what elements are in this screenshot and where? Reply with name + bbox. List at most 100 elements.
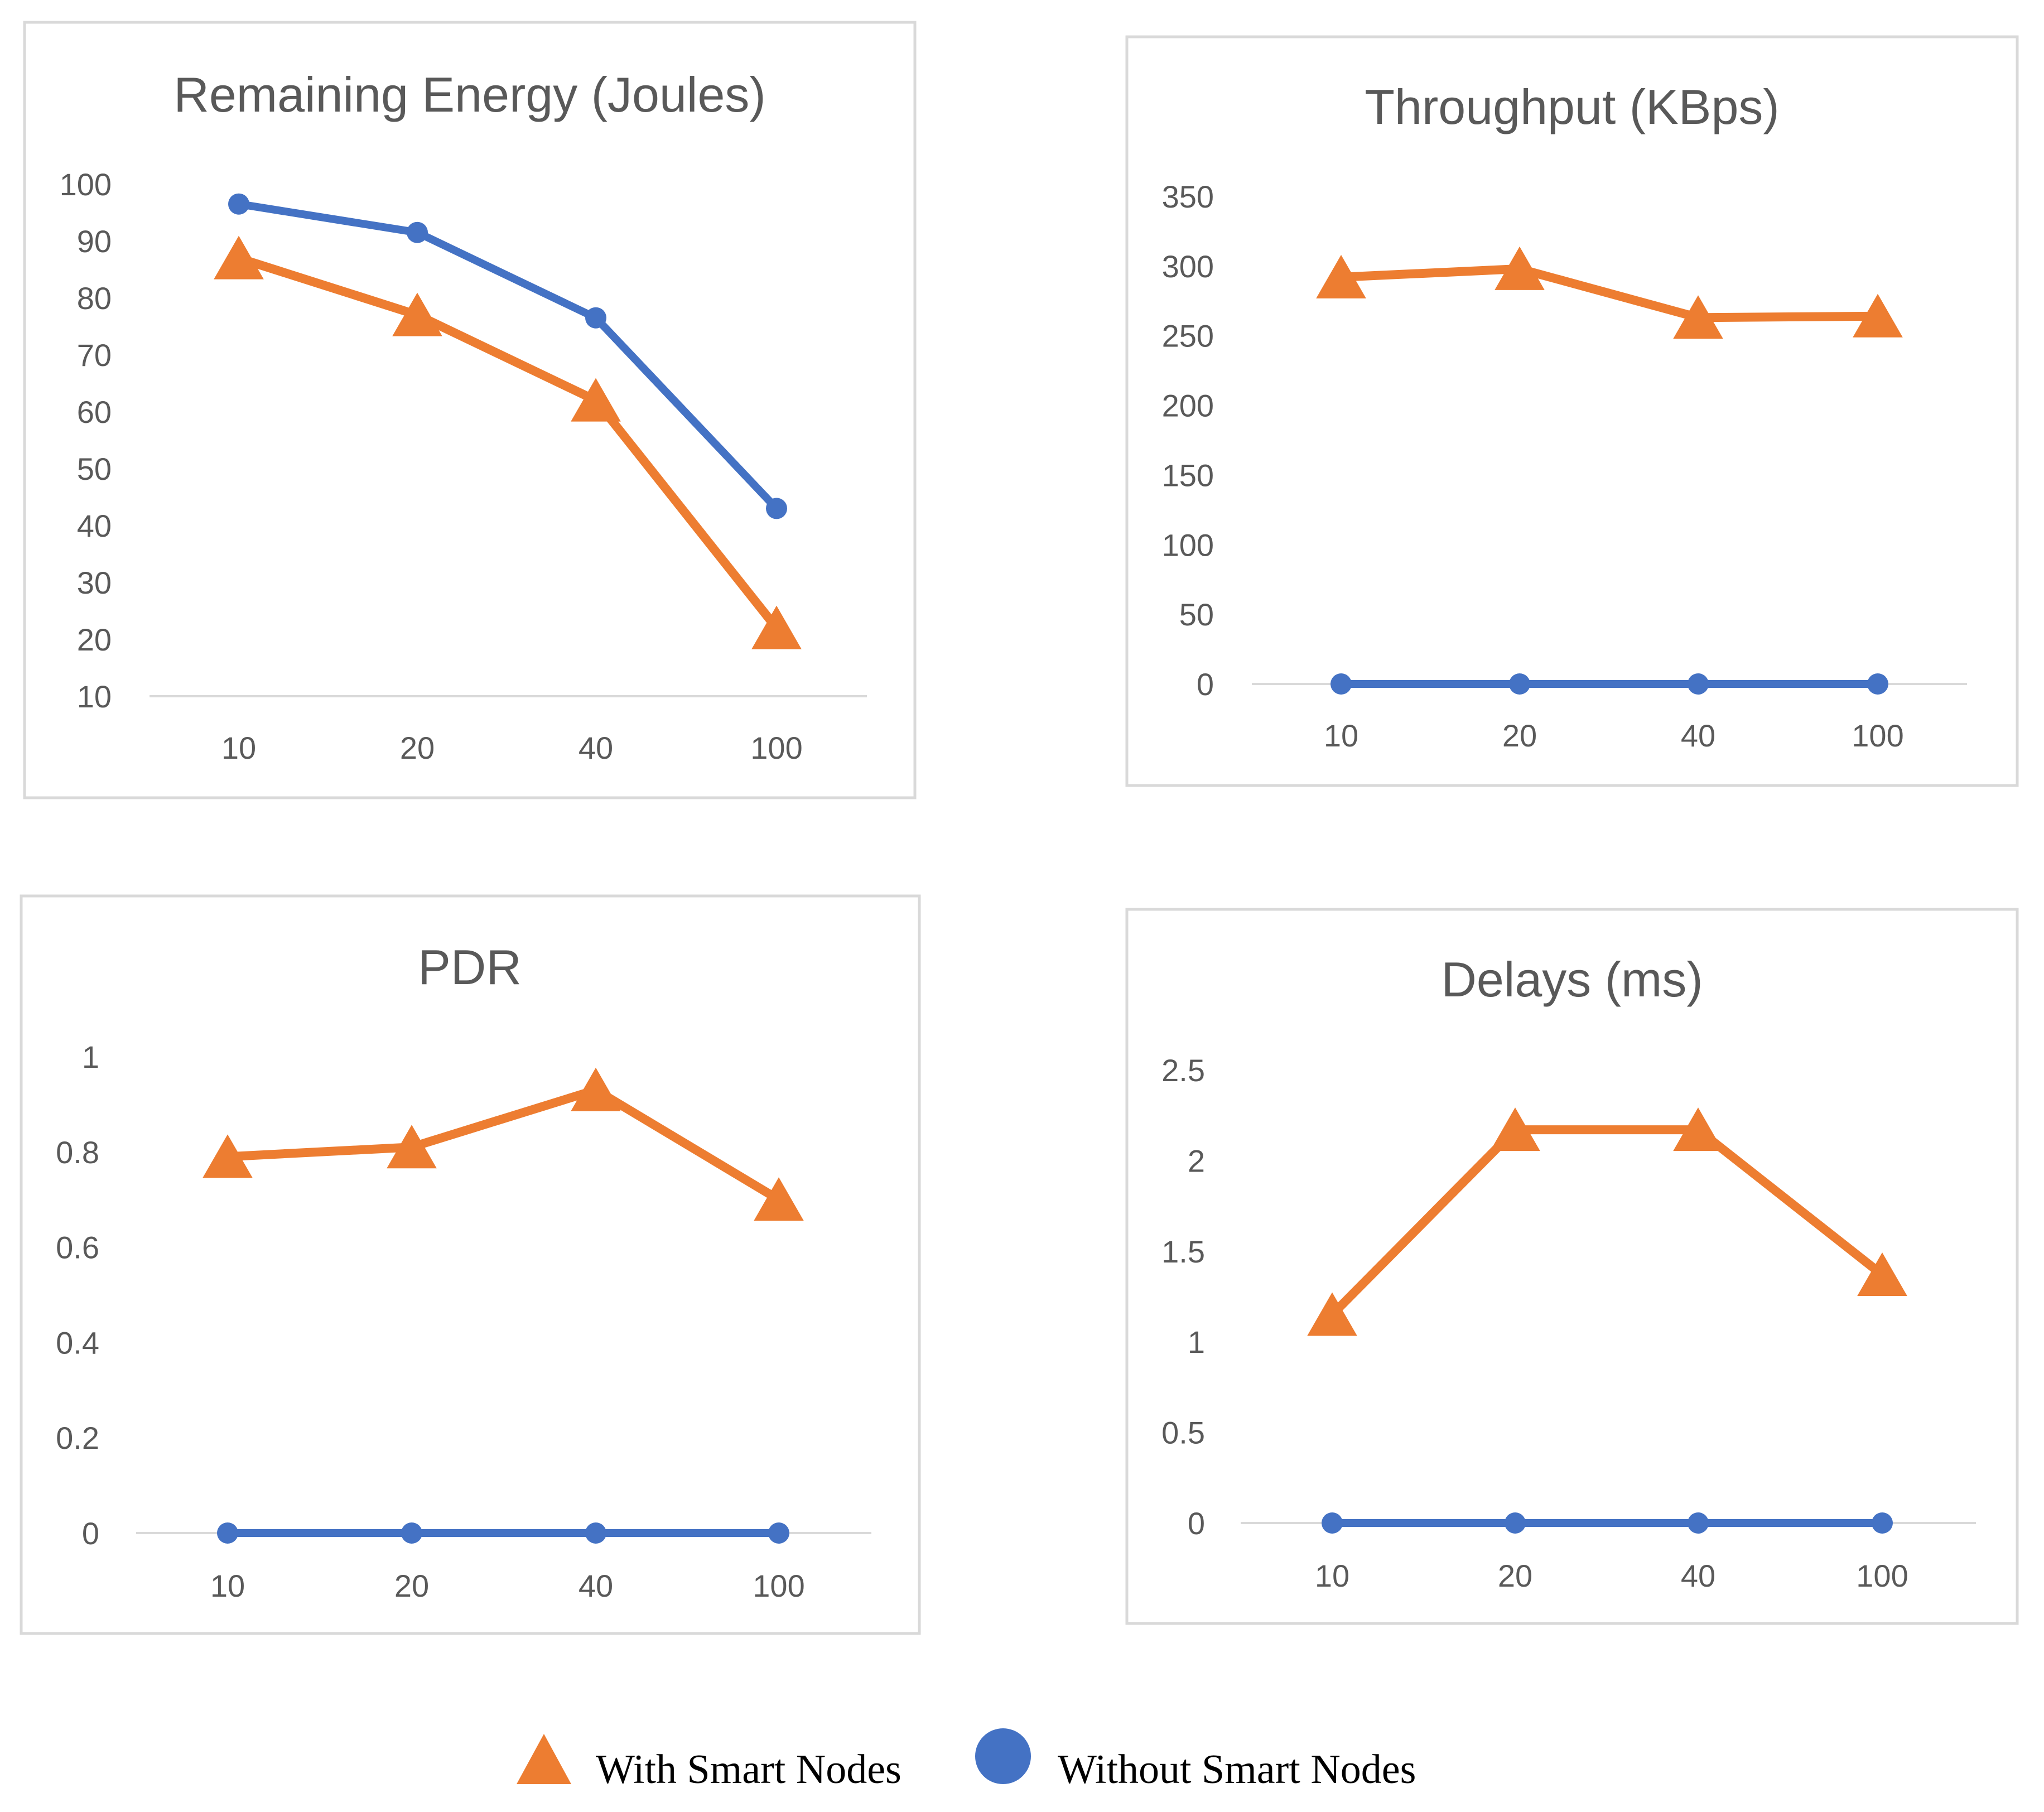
x-tick-label: 100 [750, 730, 802, 765]
legend-label-with: With Smart Nodes [596, 1747, 902, 1792]
y-tick-label: 2.5 [1161, 1053, 1205, 1088]
data-point-circle [585, 307, 606, 329]
y-tick-label: 60 [77, 394, 112, 430]
data-point-triangle [214, 235, 264, 279]
data-point-circle [1330, 673, 1352, 695]
series-line-with-smart-nodes [234, 253, 781, 633]
legend: With Smart Nodes Without Smart Nodes [517, 1728, 1416, 1792]
y-tick-label: 20 [77, 622, 112, 657]
y-tick-label: 50 [1179, 597, 1214, 632]
y-tick-label: 0.5 [1161, 1415, 1205, 1450]
data-point-circle [1322, 1512, 1343, 1534]
y-tick-label: 100 [1162, 527, 1214, 562]
legend-triangle-icon [517, 1734, 571, 1784]
data-point-triangle [387, 1125, 437, 1169]
data-point-circle [1505, 1512, 1526, 1534]
series-line-with-smart-nodes [223, 1085, 783, 1204]
y-tick-label: 70 [77, 338, 112, 373]
y-tick-label: 50 [77, 451, 112, 486]
data-point-circle [766, 498, 787, 519]
y-tick-label: 2 [1188, 1143, 1205, 1178]
y-tick-label: 90 [77, 224, 112, 259]
x-tick-label: 40 [1681, 1558, 1715, 1593]
data-point-circle [407, 221, 428, 243]
chart-title: Throughput (KBps) [1365, 79, 1780, 134]
plot-area: 0 0.2 0.4 0.6 0.8 1 10 20 40 100 [56, 1039, 871, 1603]
y-tick-label: 150 [1162, 457, 1214, 493]
data-point-circle [768, 1522, 789, 1544]
x-tick-label: 20 [1498, 1558, 1532, 1593]
panel-frame [20, 894, 921, 1635]
data-point-triangle [1673, 295, 1723, 339]
panel-throughput: Throughput (KBps) 0 50 100 150 200 250 300 350 1… [1125, 35, 2019, 787]
data-point-circle [1867, 673, 1888, 695]
x-tick-label: 20 [400, 730, 435, 765]
series-line-with-smart-nodes [1328, 1125, 1887, 1319]
data-point-circle [228, 193, 249, 215]
y-tick-label: 0 [82, 1516, 99, 1551]
y-tick-label: 1 [82, 1039, 99, 1074]
data-point-triangle [1853, 293, 1903, 338]
y-tick-label: 80 [77, 281, 112, 316]
y-tick-label: 0.2 [56, 1420, 99, 1456]
panel-pdr: PDR 0 0.2 0.4 0.6 0.8 1 10 20 40 100 [20, 894, 921, 1635]
data-point-triangle [571, 378, 621, 422]
panel-frame [23, 21, 917, 799]
y-tick-label: 0 [1188, 1506, 1205, 1541]
y-tick-label: 100 [60, 167, 112, 202]
y-tick-label: 1.5 [1161, 1234, 1205, 1269]
data-point-circle [1872, 1512, 1893, 1534]
y-tick-label: 200 [1162, 388, 1214, 423]
data-point-triangle [751, 605, 802, 649]
y-tick-label: 1 [1188, 1324, 1205, 1360]
data-point-triangle [1495, 246, 1545, 290]
y-tick-label: 10 [77, 679, 112, 714]
legend-label-without: Without Smart Nodes [1058, 1747, 1416, 1792]
y-tick-label: 300 [1162, 249, 1214, 284]
x-tick-label: 100 [753, 1568, 804, 1603]
x-tick-label: 40 [579, 730, 613, 765]
data-point-triangle [1673, 1107, 1723, 1151]
series-line-without-smart-nodes [235, 200, 780, 513]
x-tick-label: 10 [1324, 718, 1358, 753]
plot-area: 10 20 30 40 50 60 70 80 90 100 10 20 40 100 [60, 167, 867, 765]
data-point-triangle [754, 1177, 804, 1221]
y-tick-label: 0.8 [56, 1135, 99, 1170]
y-tick-label: 30 [77, 565, 112, 600]
y-tick-label: 0.4 [56, 1325, 99, 1360]
data-point-triangle [1857, 1252, 1907, 1297]
x-tick-label: 10 [1315, 1558, 1349, 1593]
data-point-triangle [571, 1067, 621, 1111]
y-tick-label: 0 [1197, 667, 1214, 702]
x-tick-label: 20 [1502, 718, 1537, 753]
legend-circle-icon [975, 1728, 1031, 1784]
data-point-circle [401, 1522, 422, 1544]
data-point-triangle [203, 1134, 253, 1178]
series-line-with-smart-nodes [1337, 264, 1882, 322]
x-tick-label: 100 [1852, 718, 1903, 753]
y-tick-label: 0.6 [56, 1230, 99, 1265]
data-point-circle [585, 1522, 606, 1544]
data-point-triangle [392, 292, 442, 336]
x-tick-label: 40 [579, 1568, 613, 1603]
y-tick-label: 40 [77, 508, 112, 543]
data-point-circle [217, 1522, 238, 1544]
chart-title: Remaining Energy (Joules) [173, 67, 765, 122]
chart-title: Delays (ms) [1441, 952, 1703, 1007]
data-point-circle [1688, 1512, 1709, 1534]
x-tick-label: 10 [221, 730, 256, 765]
x-tick-label: 40 [1681, 718, 1715, 753]
x-tick-label: 10 [210, 1568, 245, 1603]
plot-area: 0 0.5 1 1.5 2 2.5 10 20 40 100 [1161, 1053, 1976, 1593]
x-tick-label: 100 [1856, 1558, 1908, 1593]
data-point-circle [1509, 673, 1530, 695]
y-tick-label: 350 [1162, 179, 1214, 214]
panel-remaining-energy: Remaining Energy (Joules) 10 20 30 40 50 60 70… [23, 21, 917, 799]
panel-frame [1125, 35, 2019, 787]
panel-delays: Delays (ms) 0 0.5 1 1.5 2 2.5 10 20 40 100 [1125, 908, 2019, 1625]
data-point-triangle [1490, 1107, 1540, 1151]
x-tick-label: 20 [394, 1568, 429, 1603]
data-point-triangle [1307, 1292, 1357, 1336]
plot-area: 0 50 100 150 200 250 300 350 10 20 40 100 [1162, 179, 1967, 753]
